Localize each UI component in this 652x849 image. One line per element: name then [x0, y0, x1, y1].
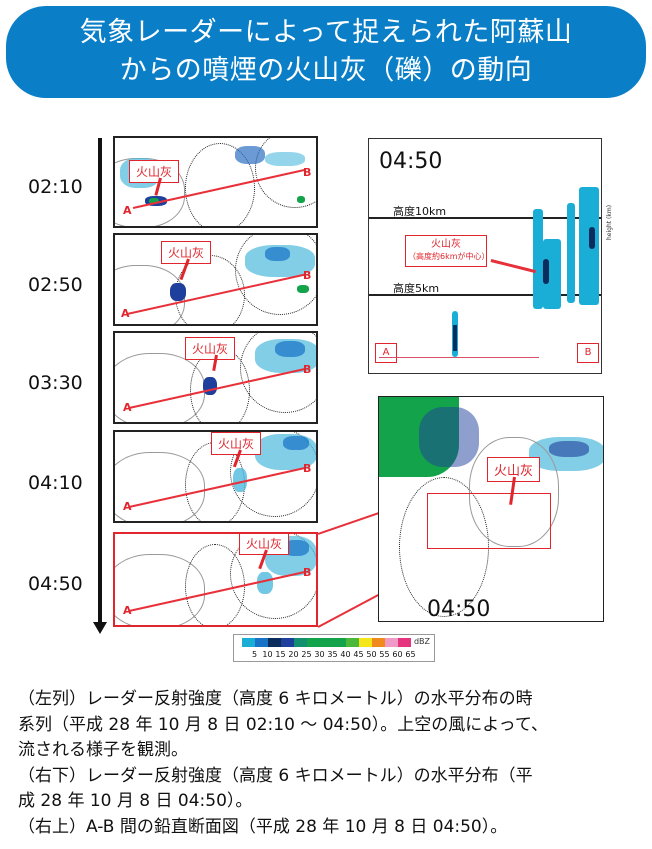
zoom-region-box [427, 493, 551, 549]
radar-echo [170, 283, 186, 301]
radar-echo [149, 198, 159, 204]
caption-line: （左列）レーダー反射強度（高度 6 キロメートル）の水平分布の時 [18, 689, 533, 709]
altitude-5km-label: 高度5km [393, 282, 440, 295]
title-banner: 気象レーダーによって捉えられた阿蘇山 からの噴煙の火山灰（礫）の動向 [6, 6, 646, 98]
terrain-profile-line [379, 355, 539, 358]
point-b-label: B [303, 269, 312, 282]
callout-line-1: 火山灰 [431, 239, 461, 250]
point-b-label: B [303, 566, 312, 579]
point-b-label: B [303, 363, 312, 376]
title-line-2: からの噴煙の火山灰（礫）の動向 [119, 55, 533, 86]
y-axis-label: height (km) [606, 204, 613, 240]
caption-line: 成 28 年 10 月 8 日 04:50）。 [18, 791, 253, 811]
radar-map-large: 火山灰 04:50 [378, 396, 604, 622]
time-label: 04:50 [28, 573, 83, 595]
time-label: 02:50 [28, 274, 83, 296]
radar-echo [283, 436, 309, 450]
time-label: 02:10 [28, 176, 83, 198]
radar-echo [203, 377, 217, 395]
radar-echo [297, 285, 309, 293]
time-label: 04:10 [28, 472, 83, 494]
caption-line: （右上）A-B 間の鉛直断面図（平成 28 年 10 月 8 日 04:50）。 [18, 816, 508, 837]
radar-echo [265, 152, 305, 166]
radar-map-frame: A B 火山灰 [113, 430, 318, 523]
legend-unit: dBZ [413, 637, 430, 646]
radar-echo [275, 341, 305, 357]
echo-column [543, 239, 561, 309]
cross-section-time: 04:50 [379, 149, 443, 174]
figure-caption: （左列）レーダー反射強度（高度 6 キロメートル）の水平分布の時 系列（平成 2… [18, 687, 638, 840]
echo-core [453, 325, 457, 351]
radar-echo [549, 441, 589, 457]
radar-map-frame: A B 火山灰 [113, 136, 318, 228]
radar-echo [419, 407, 479, 467]
time-label: 03:30 [28, 372, 83, 394]
legend-ticks: 5 10 15 20 25 30 35 40 45 50 55 60 65 [251, 650, 416, 659]
title-line-1: 気象レーダーによって捉えられた阿蘇山 [79, 17, 573, 48]
point-a-label: A [123, 204, 132, 217]
radar-echo [235, 146, 265, 164]
point-a-label: A [123, 401, 132, 414]
radar-echo [257, 572, 273, 594]
radar-map-frame: A B 火山灰 [113, 233, 318, 326]
echo-column [533, 209, 543, 309]
volcanic-ash-callout: 火山灰 [211, 432, 262, 455]
echo-core [589, 227, 595, 249]
vertical-cross-section-chart: 04:50 高度10km 高度5km 火山灰 （高度約6kmが中心） A B [368, 138, 602, 374]
caption-line: 流される様子を観測。 [18, 740, 188, 760]
caption-line: 系列（平成 28 年 10 月 8 日 02:10 ～ 04:50）。上空の風に… [18, 714, 548, 735]
point-a-box: A [375, 343, 397, 363]
coastline [185, 143, 255, 226]
point-b-label: B [303, 462, 312, 475]
legend-color-bar [242, 638, 411, 647]
coastline [230, 534, 316, 619]
radar-echo [297, 196, 305, 203]
radar-map-frame: A B 火山灰 [113, 331, 318, 424]
echo-core [543, 259, 549, 284]
altitude-10km-line [369, 217, 601, 219]
point-a-label: A [123, 604, 132, 617]
radar-echo [283, 540, 309, 556]
prefecture-boundary [469, 437, 559, 547]
timeline-arrow [98, 138, 102, 628]
callout-arrow-icon [490, 259, 536, 273]
volcanic-ash-callout: 火山灰 [129, 160, 180, 183]
volcanic-ash-callout: 火山灰 [239, 534, 290, 555]
callout-line-2: （高度約6kmが中心） [408, 252, 490, 261]
coastline [399, 477, 489, 617]
coastline [230, 432, 316, 517]
radar-echo [233, 468, 247, 492]
altitude-10km-label: 高度10km [393, 205, 447, 218]
point-b-label: B [303, 166, 312, 179]
volcanic-ash-callout: 火山灰 （高度約6kmが中心） [405, 235, 490, 267]
caption-line: （右下）レーダー反射強度（高度 6 キロメートル）の水平分布（平 [18, 765, 533, 786]
point-a-label: A [123, 500, 132, 513]
volcanic-ash-callout: 火山灰 [185, 337, 236, 360]
radar-echo [265, 247, 290, 261]
coastline [240, 333, 316, 413]
point-a-label: A [121, 307, 130, 320]
echo-column [567, 203, 575, 303]
altitude-5km-line [369, 294, 601, 296]
radar-map-frame-highlighted: A B 火山灰 [113, 532, 318, 627]
dbz-color-legend: 5 10 15 20 25 30 35 40 45 50 55 60 65 dBZ [233, 634, 435, 662]
right-map-time: 04:50 [427, 597, 491, 622]
arrow-down-icon [93, 622, 107, 634]
coastline [235, 235, 316, 315]
point-b-box: B [577, 343, 599, 363]
